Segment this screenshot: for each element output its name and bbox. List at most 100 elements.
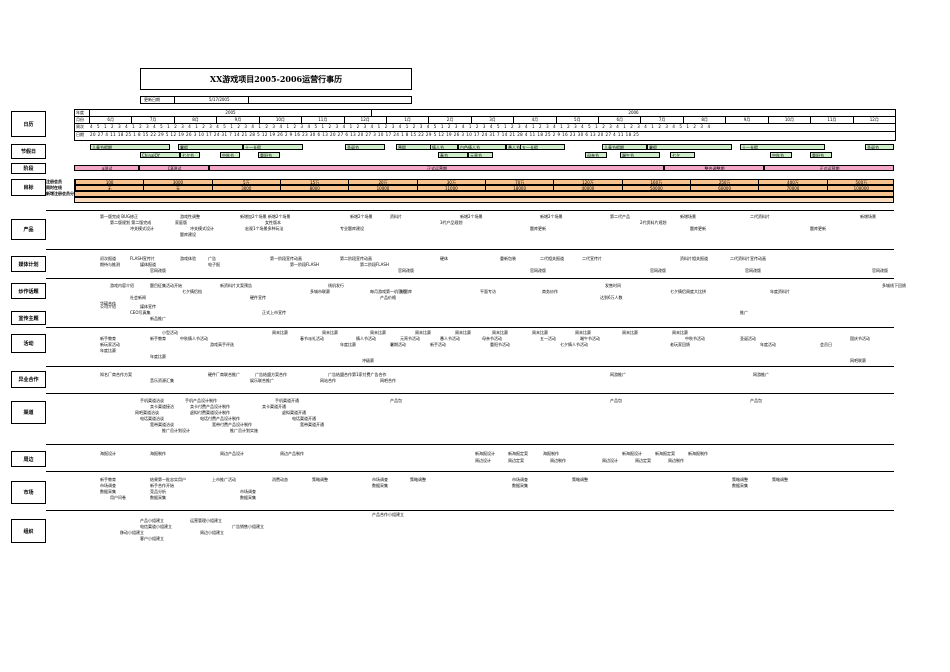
goal-registered-cell: 3000 bbox=[143, 180, 211, 184]
activity-item: 端午节活动 bbox=[580, 336, 600, 341]
activity-item: 周末比赛 bbox=[272, 330, 288, 335]
activity-item: 周末比赛 bbox=[322, 330, 338, 335]
channel-item: 产品包 bbox=[390, 398, 402, 403]
label-calendar: 日历 bbox=[11, 111, 46, 137]
pr-item: 发售时间 bbox=[605, 283, 621, 288]
holiday-bar: 春节 bbox=[438, 152, 468, 158]
product-item: 新增场景 bbox=[860, 214, 876, 219]
activity-item: 周末比赛 bbox=[575, 330, 591, 335]
divider bbox=[46, 393, 894, 394]
alliance-item: 知名厂商合作方案 bbox=[100, 372, 132, 377]
pr-item: 产品价格 bbox=[380, 295, 396, 300]
activity-item: 国庆节活动 bbox=[850, 336, 870, 341]
pr-item: 题目征集活动开始 bbox=[150, 283, 182, 288]
product-item: 新增场景 bbox=[680, 214, 696, 219]
holiday-bar: 重阳节 bbox=[258, 152, 280, 158]
activity-item: 新手教育 bbox=[100, 336, 116, 341]
goal-registered-cell: 100 bbox=[75, 180, 143, 184]
goal-online-cell: 18000 bbox=[485, 186, 553, 190]
goal-new-row bbox=[74, 191, 894, 197]
org-section: 产品合作小组建立 产品小组建立 运营管理小组建立 电信渠道小组建立 广告销售小组… bbox=[90, 512, 905, 548]
media-item: 官网改版 bbox=[398, 268, 414, 273]
market-item: 策略调整 bbox=[312, 477, 328, 482]
holiday-bar: 圣诞节 bbox=[865, 144, 894, 150]
goal-registered-row: 100 3000 5万 15万 20万 30万 70万 120万 160万 250万 400万 500… bbox=[74, 179, 894, 185]
update-row: 更新日期 5/17/2005 bbox=[140, 96, 412, 104]
goal-online-cell: 100000 bbox=[826, 186, 895, 190]
media-item: 二代宣传片 bbox=[582, 256, 602, 261]
pr-item: 线机发行 bbox=[328, 283, 344, 288]
divider bbox=[46, 278, 894, 279]
divider bbox=[46, 510, 894, 511]
goal-online-cell: 无 bbox=[143, 186, 211, 190]
holiday-bar: 七夕 bbox=[670, 152, 695, 158]
goal-registered-cell: 15万 bbox=[280, 180, 348, 184]
peripheral-item: 周边设计 bbox=[602, 458, 618, 463]
channel-item: 产品包 bbox=[750, 398, 762, 403]
media-item: 第一阶段宣传动画 bbox=[270, 256, 302, 261]
alliance-item: 网游推广 bbox=[753, 372, 769, 377]
goal-online-cell: 10000 bbox=[348, 186, 416, 190]
page-title: XX游戏项目2005-2006运营行事历 bbox=[140, 68, 412, 90]
activity-item: 小型活动 bbox=[162, 330, 178, 335]
theme-item: 新品推广 bbox=[150, 316, 166, 321]
activity-item: 五一活动 bbox=[540, 336, 556, 341]
month-row-label: 月份 bbox=[76, 117, 84, 122]
product-item: 专业题库建设 bbox=[340, 226, 364, 231]
stage-bar: 正式运营期 bbox=[209, 165, 664, 171]
activity-item: 周末比赛 bbox=[455, 330, 471, 335]
media-item: 初次报道 bbox=[100, 256, 116, 261]
label-media: 媒体计划 bbox=[11, 256, 46, 272]
divider bbox=[46, 366, 894, 367]
alliance-item: 娱乐联合推广 bbox=[250, 378, 274, 383]
pr-section: 游戏内容介绍 题目征集活动开始 新资料片文案预告 线机发行 七夕情侣档 多城市联… bbox=[90, 283, 906, 308]
channel-item: 网吧渠道洽谈 bbox=[135, 410, 159, 415]
alliance-section: 知名厂商合作方案 硬件厂商联合推广 广告结盟方案合作 广告结盟合作 第1家付费广… bbox=[90, 372, 905, 388]
activity-item: 情人节活动 bbox=[356, 336, 376, 341]
peripheral-item: 周边定案 bbox=[508, 458, 524, 463]
calendar-date-row: 日期 20 27 4 11 18 25 1 8 15 22 29 5 12 19… bbox=[75, 132, 895, 139]
activity-item: 新玩家活动 bbox=[100, 342, 120, 347]
media-item: 电子报 bbox=[208, 262, 220, 267]
month-cell: 8月 bbox=[682, 117, 725, 123]
activity-item: 元宵节活动 bbox=[400, 336, 420, 341]
media-item: 二代资料片宣传动画 bbox=[730, 256, 766, 261]
label-channel: 渠道 bbox=[11, 401, 46, 424]
calendar-grid: 年度 2005 2006 月份 6月 7月 8月 9月 10月 11月 12月 1月 2月 3月 4… bbox=[74, 109, 896, 141]
goal-registered-cell: 5万 bbox=[211, 180, 280, 184]
month-cell: 12月 bbox=[343, 117, 386, 123]
goal-online-cell: 50000 bbox=[621, 186, 690, 190]
label-org: 组织 bbox=[11, 519, 46, 543]
activity-item: 中秋情人节活动 bbox=[180, 336, 208, 341]
holiday-bar: 中秋节 bbox=[220, 152, 240, 158]
label-peripheral: 周边 bbox=[11, 451, 46, 467]
activity-item: 周末比赛 bbox=[532, 330, 548, 335]
divider bbox=[46, 210, 894, 211]
market-item: 数据采集 bbox=[150, 495, 166, 500]
month-cell: 8月 bbox=[173, 117, 216, 123]
market-section: 新手教育 市场调查 数据采集 用户问卷 结果第一批忠实用户 新手合作开始 竞品分… bbox=[90, 477, 905, 507]
org-item: 移动小组建立 bbox=[120, 530, 144, 535]
market-item: 策略调整 bbox=[572, 477, 588, 482]
alliance-item: 网站合作 bbox=[320, 378, 336, 383]
label-goal: 目标 bbox=[11, 179, 46, 196]
divider bbox=[46, 249, 894, 250]
product-item: 题库更新 bbox=[690, 226, 706, 231]
month-cell: 4月 bbox=[513, 117, 555, 123]
market-item: 上市推广活动 bbox=[212, 477, 236, 482]
pr-item: 新题库 bbox=[400, 289, 412, 294]
alliance-item: 广告结盟合作 bbox=[328, 372, 352, 377]
label-market: 市场 bbox=[11, 481, 46, 504]
goal-registered-cell: 250万 bbox=[690, 180, 758, 184]
goal-online-cell: 3000 bbox=[211, 186, 280, 190]
peripheral-item: 周边制作 bbox=[668, 458, 684, 463]
holiday-band: 儿童节假期 暑假 十一长假 圣诞节 寒假 情人节 白色情人节 愚人节 五一长假 … bbox=[90, 144, 894, 158]
pr-item: 硬件宣传 bbox=[250, 295, 266, 300]
channel-item: 虚拟付费渠道设计制作 bbox=[190, 410, 230, 415]
product-section: 第一版完成 BUG修正 第二版规划 第二版完成 游戏性调整 家庭版 冲关模式设计… bbox=[90, 214, 900, 244]
alliance-item: 网吧合作 bbox=[380, 378, 396, 383]
holiday-bar: ChinaJOY bbox=[140, 152, 180, 158]
channel-item: 手机渠道洽谈 bbox=[140, 398, 164, 403]
divider bbox=[46, 471, 894, 472]
label-pr: 炒作话题 bbox=[11, 283, 46, 299]
